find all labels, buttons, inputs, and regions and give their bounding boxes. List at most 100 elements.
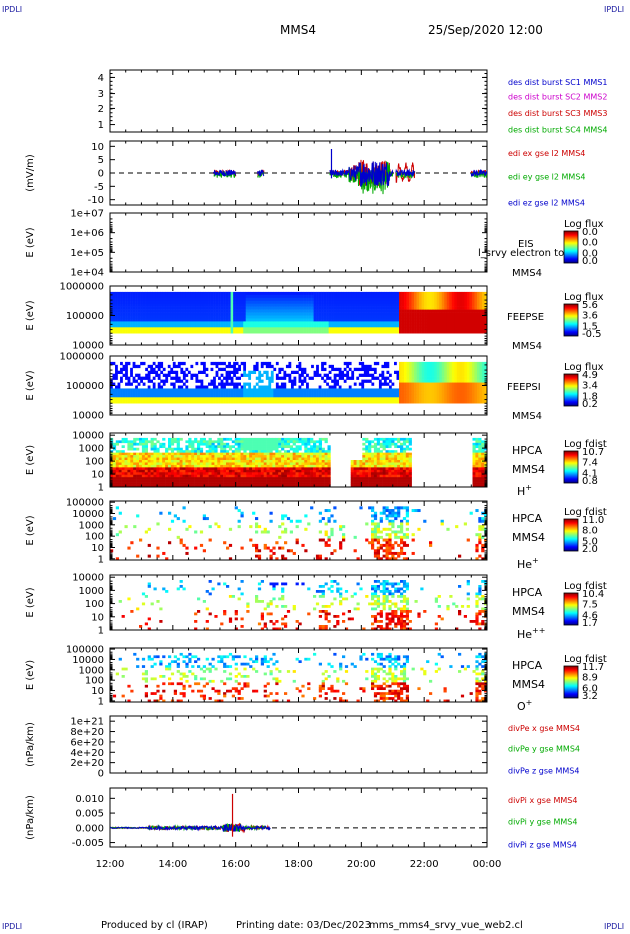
- spectrogram-cell: [464, 297, 468, 302]
- spectrogram-cell: [188, 440, 192, 444]
- spectrogram-cell: [210, 324, 214, 328]
- spectrogram-cell: [250, 291, 254, 296]
- spectrogram-cell: [175, 397, 179, 401]
- spectrogram-cell: [303, 379, 307, 383]
- spectrogram-cell: [157, 376, 161, 380]
- spectrogram-cell: [217, 482, 221, 485]
- spectrogram-cell: [215, 388, 219, 392]
- spectrogram-cell: [177, 291, 181, 296]
- spectrogram-cell: [133, 437, 137, 441]
- spectrogram-cell: [421, 300, 425, 304]
- spectrogram-cell: [321, 327, 324, 331]
- spectrogram-cell: [214, 482, 218, 485]
- spectrogram-cell: [213, 391, 216, 395]
- spectrogram-cell: [160, 391, 164, 395]
- spectrogram-cell: [238, 303, 241, 307]
- spectrogram-cell: [476, 291, 480, 296]
- spectrogram-cell: [237, 462, 241, 466]
- spectrogram-cell: [358, 327, 362, 331]
- spectrogram-cell: [220, 361, 224, 366]
- spectrogram-cell: [135, 318, 138, 322]
- spectrogram-cell: [170, 437, 175, 441]
- spectrogram-cell: [321, 321, 324, 325]
- spectrogram-cell: [195, 303, 199, 307]
- spectrogram-cell: [214, 460, 218, 463]
- spectrogram-cell: [368, 367, 372, 372]
- spectrogram-cell: [404, 318, 407, 322]
- spectrogram-cell: [439, 327, 443, 331]
- spectrogram-cell: [225, 309, 229, 313]
- spectrogram-cell: [188, 464, 192, 468]
- spectrogram-cell: [217, 455, 221, 458]
- spectrogram-cell: [323, 397, 327, 401]
- spectrogram-cell: [125, 312, 128, 316]
- spectrogram-cell: [280, 297, 284, 302]
- spectrogram-cell: [188, 479, 192, 483]
- spectrogram-cell: [479, 361, 483, 366]
- spectrogram-cell: [199, 442, 204, 446]
- spectrogram-cell: [118, 450, 122, 453]
- spectrogram-cell: [205, 440, 209, 444]
- spectrogram-cell: [361, 397, 365, 401]
- spectrogram-cell: [179, 452, 183, 456]
- spectrogram-cell: [288, 361, 292, 366]
- spectrogram-cell: [383, 306, 387, 310]
- spectrogram-cell: [434, 367, 438, 372]
- spectrogram-cell: [139, 462, 143, 466]
- spectrogram-cell: [278, 324, 282, 328]
- spectrogram-cell: [253, 367, 257, 372]
- spectrogram-cell: [188, 469, 192, 473]
- spectrogram-cell: [479, 373, 483, 377]
- spectrogram-cell: [303, 312, 307, 316]
- spectrogram-cell: [474, 300, 478, 304]
- spectrogram-cell: [431, 373, 435, 377]
- spectrogram-cell: [338, 309, 342, 313]
- spectrogram-cell: [456, 306, 460, 310]
- spectrogram-cell: [424, 397, 427, 401]
- spectrogram-cell: [464, 370, 468, 374]
- spectrogram-cell: [411, 291, 415, 296]
- spectrogram-cell: [140, 327, 143, 331]
- spectrogram-cell: [187, 400, 191, 404]
- spectrogram-cell: [404, 376, 407, 380]
- spectrogram-cell: [156, 484, 160, 487]
- spectrogram-cell: [125, 306, 128, 310]
- spectrogram-cell: [278, 397, 282, 401]
- spectrogram-cell: [426, 324, 430, 328]
- spectrogram-cell: [341, 327, 345, 331]
- spectrogram-cell: [353, 367, 357, 372]
- colorbar-tick-label: 0.0: [582, 227, 598, 238]
- spectrogram-cell: [155, 294, 159, 299]
- spectrogram-cell: [424, 291, 427, 296]
- spectrogram-cell: [275, 373, 279, 377]
- spectrogram-cell: [386, 361, 390, 366]
- spectrogram-cell: [176, 482, 180, 485]
- spectrogram-cell: [167, 370, 171, 374]
- spectrogram-cell: [191, 455, 195, 458]
- spectrogram-cell: [358, 294, 362, 299]
- spectrogram-cell: [213, 297, 216, 302]
- spectrogram-cell: [341, 297, 345, 302]
- spectrogram-cell: [200, 385, 204, 389]
- spectrogram-cell: [361, 388, 365, 392]
- spectrogram-cell: [240, 457, 244, 461]
- spectrogram-cell: [167, 400, 171, 404]
- spectrogram-cell: [424, 297, 427, 302]
- spectrogram-cell: [288, 306, 292, 310]
- spectrogram-cell: [290, 324, 294, 328]
- spectrogram-cell: [197, 309, 201, 313]
- spectrogram-cell: [127, 388, 131, 392]
- spectrogram-cell: [142, 309, 146, 313]
- spectrogram-cell: [456, 388, 460, 392]
- spectrogram-cell: [381, 330, 385, 334]
- spectrogram-cell: [197, 330, 201, 334]
- spectrogram-cell: [424, 376, 427, 380]
- spectrogram-cell: [331, 391, 334, 395]
- spectrogram-cell: [476, 382, 480, 386]
- spectrogram-cell: [135, 400, 138, 404]
- spectrogram-cell: [135, 321, 138, 325]
- spectrogram-cell: [225, 327, 229, 331]
- spectrogram-cell: [326, 291, 329, 296]
- spectrogram-cell: [220, 460, 224, 463]
- spectrogram-cell: [396, 300, 400, 304]
